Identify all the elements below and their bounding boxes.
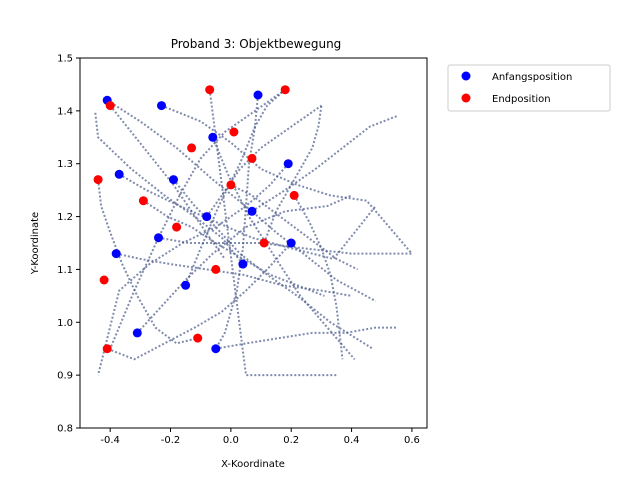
x-axis-ticks: -0.4 -0.2 0.0 0.2 0.4 0.6 [100, 428, 420, 446]
start-point-5 [283, 159, 293, 169]
end-point-5 [187, 143, 197, 153]
y-tick-label-2: 0.9 [57, 371, 73, 382]
movement-path-4 [211, 136, 356, 360]
movement-path-9 [205, 104, 322, 218]
legend-label-start: Anfangsposition [492, 72, 572, 83]
y-tick-label-6: 1.3 [57, 159, 73, 170]
end-point-12 [259, 238, 269, 248]
y-tick-label-1: 0.8 [57, 424, 73, 435]
x-axis-label: X-Koordinate [221, 459, 285, 470]
movement-path-22 [142, 199, 325, 297]
movement-path-7 [172, 178, 374, 350]
x-tick-label-1: -0.4 [100, 435, 120, 446]
start-point-10 [154, 233, 163, 243]
start-point-8 [247, 206, 257, 216]
end-point-10 [289, 190, 299, 200]
legend: Anfangsposition Endposition [447, 64, 611, 112]
start-point-3 [253, 90, 263, 100]
movement-path-21 [293, 194, 344, 360]
start-point-6 [114, 169, 124, 179]
start-point-11 [111, 249, 121, 259]
start-point-14 [181, 280, 191, 290]
end-point-11 [172, 222, 182, 232]
end-point-2 [205, 85, 215, 95]
x-tick-label-4: 0.2 [283, 435, 299, 446]
start-point-9 [202, 212, 212, 222]
movement-path-24 [230, 184, 359, 271]
start-point-15 [132, 328, 142, 338]
start-point-7 [169, 175, 178, 185]
end-point-8 [226, 180, 236, 190]
movement-path-13 [94, 110, 244, 265]
x-tick-label-3: 0.0 [223, 435, 239, 446]
movement-path-14 [184, 88, 286, 286]
end-point-15 [193, 333, 203, 343]
movement-path-12 [106, 242, 292, 361]
legend-label-end: Endposition [492, 94, 551, 105]
movement-path-15 [136, 194, 353, 334]
start-point-2 [157, 101, 166, 111]
movement-paths [94, 88, 413, 377]
y-axis-ticks: 0.8 0.9 1.0 1.1 1.2 1.3 1.4 1.5 [57, 54, 80, 435]
data-points [93, 85, 299, 354]
x-tick-label-2: -0.2 [161, 435, 181, 446]
end-point-16 [102, 344, 112, 354]
plot-frame [79, 57, 428, 429]
legend-marker-start [461, 71, 471, 81]
end-point-7 [93, 175, 103, 185]
movement-path-8 [251, 115, 398, 213]
y-tick-label-4: 1.1 [57, 265, 73, 276]
movement-path-17 [109, 104, 226, 260]
y-tick-label-5: 1.2 [57, 212, 73, 223]
movement-path-18 [208, 89, 337, 377]
end-point-6 [247, 153, 257, 163]
start-point-13 [238, 259, 248, 269]
movement-path-6 [118, 173, 377, 261]
movement-path-1 [106, 99, 377, 302]
end-point-3 [280, 85, 290, 95]
y-tick-label-7: 1.4 [57, 106, 73, 117]
legend-marker-end [461, 93, 471, 103]
end-point-14 [99, 275, 109, 285]
movement-path-20 [97, 179, 198, 345]
movement-path-2 [161, 104, 413, 255]
movement-path-5 [97, 163, 289, 376]
y-tick-label-3: 1.0 [57, 318, 73, 329]
movement-path-11 [115, 252, 352, 297]
x-tick-label-6: 0.6 [404, 435, 420, 446]
movement-path-16 [215, 326, 397, 350]
end-point-13 [211, 264, 221, 274]
end-point-1 [105, 101, 115, 111]
chart-title: Proband 3: Objektbewegung [171, 37, 342, 51]
start-point-4 [208, 132, 218, 142]
legend-box [447, 64, 611, 112]
end-point-9 [138, 196, 148, 206]
y-tick-label-8: 1.5 [57, 54, 73, 65]
x-tick-label-5: 0.4 [344, 435, 360, 446]
movement-path-23 [263, 105, 323, 244]
start-point-12 [286, 238, 296, 248]
end-point-4 [229, 127, 239, 137]
start-point-16 [211, 344, 221, 354]
y-axis-label: Y-Koordinate [30, 212, 41, 275]
movement-path-3 [214, 94, 259, 350]
